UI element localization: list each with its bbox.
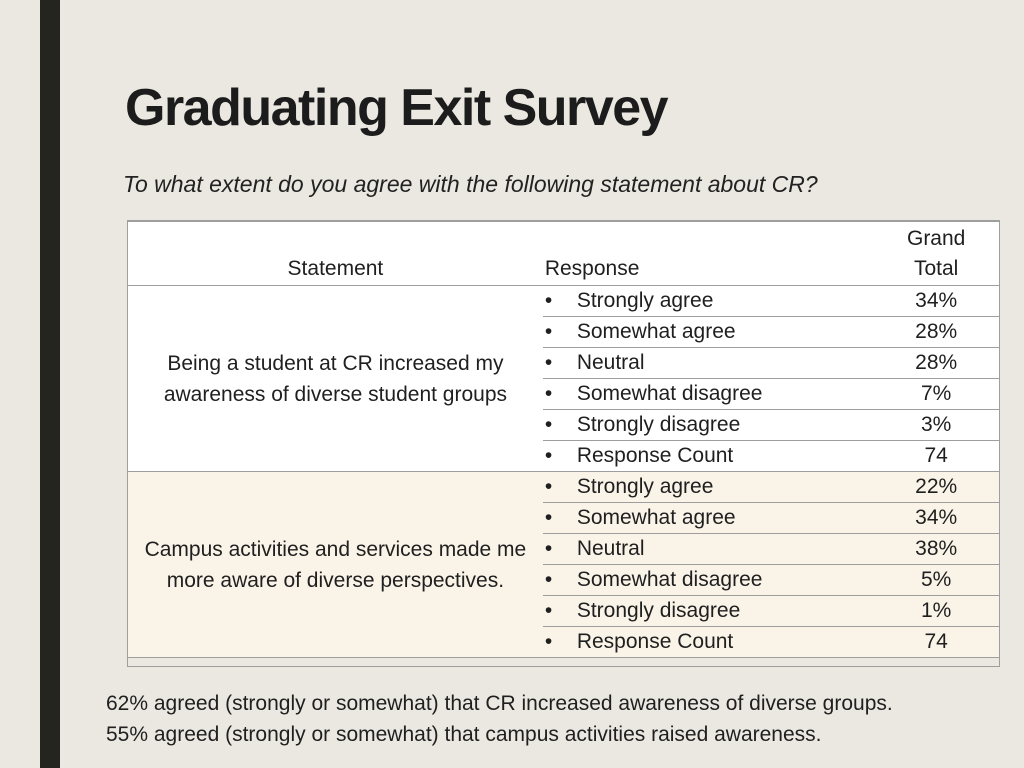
response-cell: • Somewhat agree [542,316,874,348]
table-header-row: Statement Response Grand Total [128,221,999,286]
response-label: Somewhat disagree [576,382,763,405]
grand-total-cell: 3% [873,409,999,441]
bullet-icon: • [544,382,553,405]
bullet-icon: • [544,320,553,343]
bullet-icon: • [544,475,553,498]
table-row: • Somewhat disagree 5% [128,564,999,596]
response-label: Strongly agree [576,475,714,498]
bullet-icon: • [544,289,553,312]
header-response: Response [542,221,874,286]
response-cell: • Response Count [542,440,874,472]
header-statement: Statement [128,221,543,286]
grand-total-cell: 22% [873,471,999,503]
bullet-icon: • [544,444,553,467]
table-row: • Neutral 28% [128,347,999,379]
survey-table: Statement Response Grand Total Being a s… [128,221,999,658]
response-label: Somewhat agree [576,320,736,343]
table-row: Campus activities and services made me m… [128,471,999,658]
bullet-icon: • [544,599,553,622]
grand-total-cell: 1% [873,595,999,627]
grand-total-cell: 74 [873,440,999,472]
grand-total-cell: 28% [873,347,999,379]
response-label: Strongly agree [576,289,714,312]
bullet-icon: • [544,568,553,591]
header-grand-total: Grand Total [873,221,999,286]
grand-total-cell: 7% [873,378,999,410]
table-row: • Response Count 74 [128,626,999,658]
header-grand-total-line2: Total [913,257,959,280]
response-cell: • Strongly agree [542,471,874,503]
grand-total-cell: 74 [873,626,999,658]
grand-total-cell: 28% [873,316,999,348]
response-label: Response Count [576,444,734,467]
header-grand-total-line1: Grand [906,227,966,250]
bullet-icon: • [544,630,553,653]
grand-total-cell: 34% [873,502,999,534]
table-row: Being a student at CR increased my aware… [128,285,999,472]
table-row: • Strongly disagree 3% [128,409,999,441]
summary-note-1: 62% agreed (strongly or somewhat) that C… [106,692,893,715]
statement-cell: Being a student at CR increased my aware… [128,285,543,472]
response-cell: • Somewhat disagree [542,564,874,596]
side-accent-bar [40,0,60,768]
response-cell: • Strongly disagree [542,595,874,627]
summary-note-2: 55% agreed (strongly or somewhat) that c… [106,723,822,746]
response-cell: • Strongly agree [542,285,874,317]
bullet-icon: • [544,506,553,529]
table-row: • Strongly disagree 1% [128,595,999,627]
response-label: Neutral [576,537,645,560]
table-row: • Somewhat agree 28% [128,316,999,348]
response-cell: • Somewhat agree [542,502,874,534]
table-row: • Neutral 38% [128,533,999,565]
grand-total-cell: 38% [873,533,999,565]
slide-title: Graduating Exit Survey [125,79,669,137]
slide-subtitle: To what extent do you agree with the fol… [123,171,818,197]
table-row: • Somewhat disagree 7% [128,378,999,410]
bullet-icon: • [544,351,553,374]
response-cell: • Strongly disagree [542,409,874,441]
response-label: Strongly disagree [576,413,741,436]
response-cell: • Response Count [542,626,874,658]
response-label: Somewhat agree [576,506,736,529]
response-cell: • Somewhat disagree [542,378,874,410]
bullet-icon: • [544,537,553,560]
response-label: Neutral [576,351,645,374]
summary-notes: 62% agreed (strongly or somewhat) that C… [106,688,893,750]
response-label: Somewhat disagree [576,568,763,591]
response-label: Strongly disagree [576,599,741,622]
response-cell: • Neutral [542,347,874,379]
grand-total-cell: 5% [873,564,999,596]
table-row: • Somewhat agree 34% [128,502,999,534]
grand-total-cell: 34% [873,285,999,317]
response-label: Response Count [576,630,734,653]
statement-cell: Campus activities and services made me m… [128,471,543,658]
table-row: • Response Count 74 [128,440,999,472]
bullet-icon: • [544,413,553,436]
response-cell: • Neutral [542,533,874,565]
